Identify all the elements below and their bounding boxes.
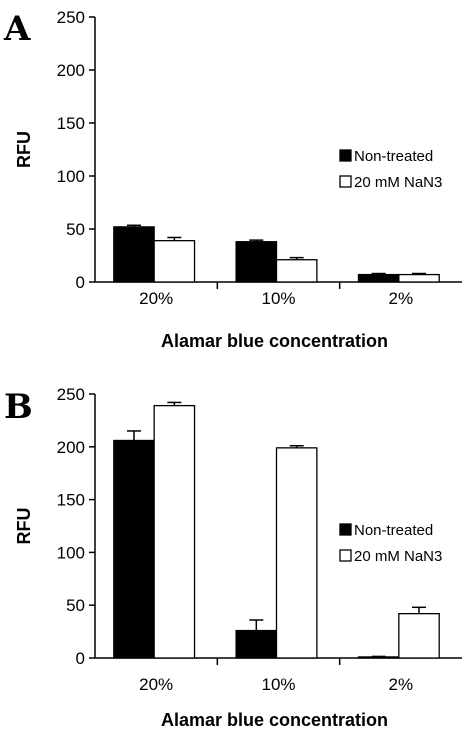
y-tick-label: 0 bbox=[76, 649, 85, 668]
bar-non-treated bbox=[113, 226, 155, 283]
bar-non-treated bbox=[113, 439, 155, 659]
legend-swatch-non-treated bbox=[339, 523, 352, 536]
x-tick-label: 2% bbox=[389, 289, 414, 308]
legend-label: 20 mM NaN3 bbox=[354, 548, 442, 565]
x-tick-label: 10% bbox=[261, 289, 295, 308]
x-axis-title: Alamar blue concentration bbox=[161, 710, 388, 730]
legend-swatch-nan3 bbox=[339, 175, 352, 188]
bar-nan3 bbox=[275, 447, 318, 659]
y-tick-label: 50 bbox=[66, 220, 85, 239]
legend-swatch-non-treated bbox=[339, 149, 352, 162]
y-tick-label: 200 bbox=[57, 61, 85, 80]
y-tick-label: 250 bbox=[57, 385, 85, 404]
y-axis-title: RFU bbox=[14, 508, 34, 545]
x-axis-title: Alamar blue concentration bbox=[161, 331, 388, 351]
chart-panel-a: A 0 50 100 150 200 250 RFU 20% 10% 2% Non-treated 20… bbox=[3, 8, 462, 351]
y-tick-label: 150 bbox=[57, 491, 85, 510]
legend-swatch-nan3 bbox=[339, 549, 352, 562]
legend-label: Non-treated bbox=[354, 148, 433, 165]
legend-label: Non-treated bbox=[354, 522, 433, 539]
legend-label: 20 mM NaN3 bbox=[354, 174, 442, 191]
y-tick-label: 50 bbox=[66, 596, 85, 615]
bar-non-treated bbox=[235, 241, 278, 283]
y-tick-label: 200 bbox=[57, 438, 85, 457]
x-tick-label: 2% bbox=[389, 675, 414, 694]
y-axis-title: RFU bbox=[14, 131, 34, 168]
y-tick-label: 150 bbox=[57, 114, 85, 133]
bar-nan3 bbox=[398, 273, 440, 283]
bar-nan3 bbox=[275, 259, 318, 283]
bar-nan3 bbox=[398, 612, 440, 659]
panel-letter: A bbox=[3, 9, 31, 49]
bar-nan3 bbox=[153, 240, 196, 283]
y-tick-label: 0 bbox=[76, 273, 85, 292]
y-tick-label: 100 bbox=[57, 167, 85, 186]
bar-nan3 bbox=[153, 404, 196, 659]
y-tick-label: 100 bbox=[57, 543, 85, 562]
x-tick-label: 10% bbox=[261, 675, 295, 694]
panel-letter: B bbox=[4, 387, 33, 427]
chart-panel-b: B 0 50 100 150 200 250 RFU 20% 10% 2% Non-treated 20… bbox=[4, 385, 462, 730]
x-tick-label: 20% bbox=[139, 675, 173, 694]
x-tick-label: 20% bbox=[139, 289, 173, 308]
bar-non-treated bbox=[357, 273, 400, 283]
bar-non-treated bbox=[235, 629, 278, 659]
y-tick-label: 250 bbox=[57, 8, 85, 27]
